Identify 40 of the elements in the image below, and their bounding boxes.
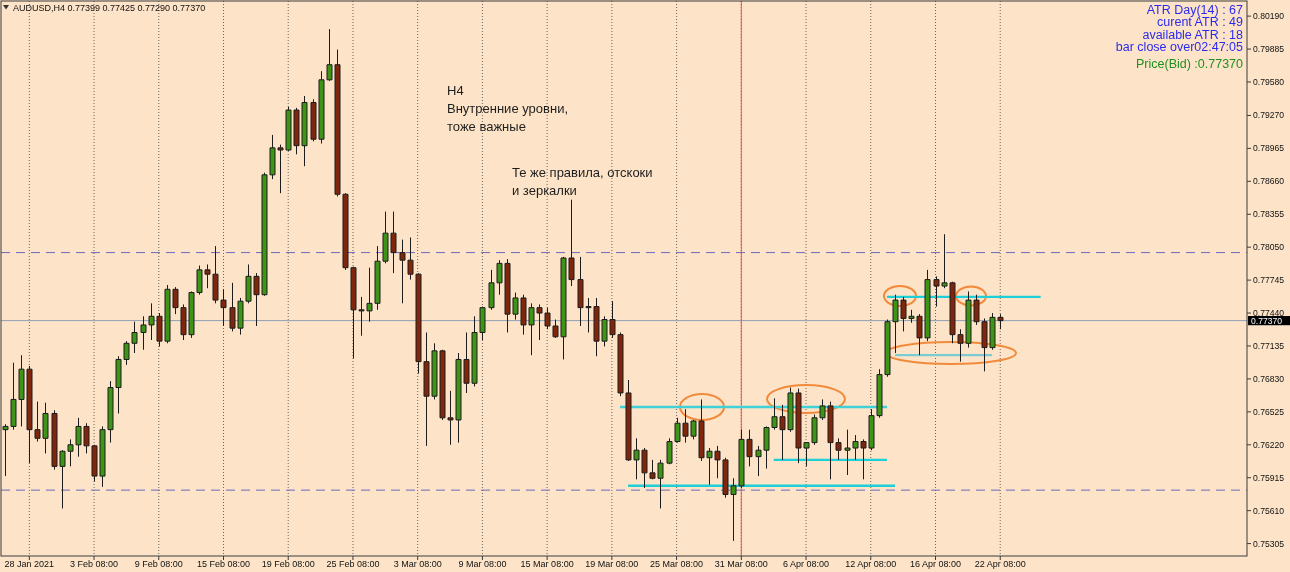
x-tick-label: 3 Mar 08:00	[393, 559, 442, 569]
y-tick-label: 0.79270	[1253, 110, 1285, 121]
x-tick-label: 9 Feb 08:00	[134, 559, 183, 569]
y-tick-label: 0.79885	[1253, 44, 1285, 55]
y-tick-label: 0.78050	[1253, 242, 1285, 253]
y-tick-label: 0.78660	[1253, 176, 1285, 187]
y-tick-label: 0.75915	[1253, 472, 1285, 483]
chart-title: AUDUSD,H4 0.77399 0.77425 0.77290 0.77370	[13, 3, 206, 13]
x-tick-label: 12 Apr 08:00	[845, 559, 897, 569]
y-tick-label: 0.76830	[1253, 373, 1285, 384]
annotation: Те же правила, отскоки и зеркалки	[512, 165, 653, 198]
annotation: ATR Day(14) : 67	[1146, 2, 1244, 17]
y-tick-label: 0.79580	[1253, 76, 1285, 87]
annotation: bar close over02:47:05	[1115, 40, 1244, 54]
x-tick-label: 28 Jan 2021	[4, 559, 55, 569]
y-tick-label: 0.76220	[1253, 439, 1285, 450]
x-tick-label: 19 Mar 08:00	[585, 559, 639, 569]
annotation: available ATR : 18	[1142, 27, 1244, 42]
y-tick-label: 0.77745	[1253, 275, 1285, 286]
annotation: H4 Внутренние уровни, тоже важные	[447, 83, 568, 134]
x-tick-label: 9 Mar 08:00	[458, 559, 507, 569]
x-tick-label: 15 Feb 08:00	[196, 559, 251, 569]
x-tick-label: 15 Mar 08:00	[520, 559, 574, 569]
x-tick-label: 19 Feb 08:00	[261, 559, 315, 569]
x-tick-label: 22 Apr 08:00	[974, 559, 1026, 569]
annotation: curent ATR : 49	[1157, 15, 1244, 29]
y-tick-label: 0.75610	[1253, 505, 1285, 516]
x-tick-label: 16 Apr 08:00	[909, 559, 962, 569]
x-tick-label: 31 Mar 08:00	[714, 559, 768, 569]
y-tick-label: 0.78965	[1253, 143, 1285, 154]
annotation: Price(Bid) :0.77370	[1135, 56, 1244, 71]
x-tick-label: 3 Feb 08:00	[70, 559, 119, 569]
x-tick-label: 6 Apr 08:00	[783, 559, 830, 569]
x-tick-label: 25 Mar 08:00	[650, 559, 704, 569]
y-tick-label: 0.75305	[1253, 538, 1285, 549]
y-tick-label: 0.78355	[1253, 209, 1285, 220]
y-tick-label: 0.80190	[1253, 11, 1285, 22]
y-tick-label: 0.77135	[1253, 340, 1285, 351]
x-tick-label: 25 Feb 08:00	[326, 559, 380, 569]
y-tick-label: 0.76525	[1253, 406, 1285, 417]
